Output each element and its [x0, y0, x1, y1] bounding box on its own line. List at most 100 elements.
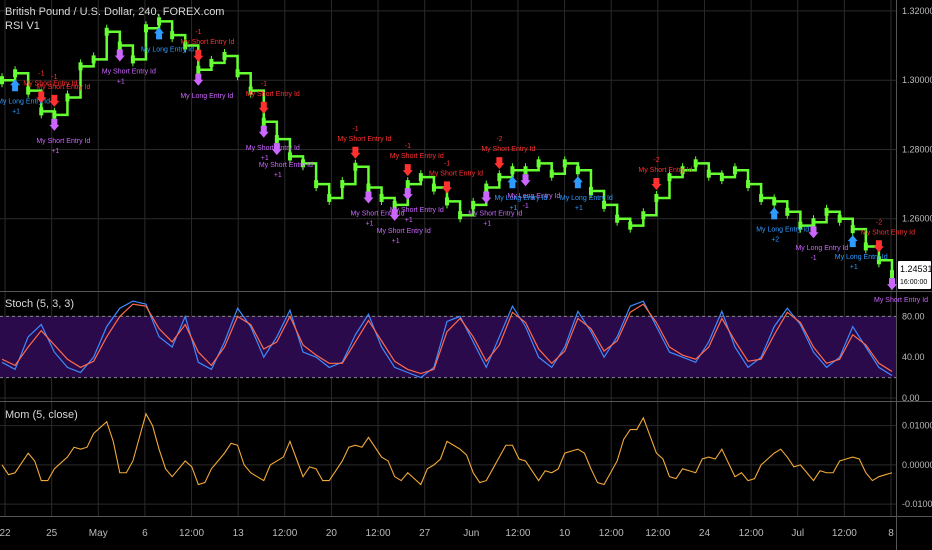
- stoch-k-line: [1, 300, 893, 379]
- price-axis-tick: 1.30000: [902, 75, 932, 85]
- exit-arrow: [481, 191, 492, 204]
- exit-arrow: [114, 49, 125, 62]
- signal-label: My Short Entry Id: [246, 91, 300, 98]
- price-pane[interactable]: [0, 0, 896, 290]
- momentum-title: Mom (5, close): [5, 409, 78, 421]
- strategy-name: RSI V1: [5, 20, 40, 32]
- signal-label: My Short Entry Id: [377, 228, 431, 235]
- signal-label: My Short Entry Id: [23, 80, 77, 87]
- signal-label: My Short Entry Id: [861, 229, 915, 236]
- signal-label: My Short Entry Id: [468, 211, 522, 218]
- exit-arrow: [389, 208, 400, 221]
- short-arrow: [193, 49, 204, 62]
- signal-label: My Short Entry Id: [102, 69, 156, 76]
- signal-label: My Short Entry Id: [390, 207, 444, 214]
- signal-label: My Short Entry Id: [638, 167, 692, 174]
- signal-label: My Short Entry Id: [481, 146, 535, 153]
- long-arrow: [572, 176, 583, 189]
- signal-qty: +1: [405, 217, 413, 224]
- time-axis-tick: 8: [888, 528, 894, 539]
- last-price-time: 16:00:00: [900, 279, 927, 286]
- signal-label: My Long Entry Id: [756, 226, 809, 233]
- signal-label: My Short Entry Id: [350, 211, 404, 218]
- long-arrow: [10, 79, 21, 92]
- exit-arrow: [193, 73, 204, 86]
- signal-qty: -1: [444, 160, 450, 167]
- momentum-axis-tick: 0.01000: [902, 421, 932, 431]
- signal-label: My Short Entry Id: [390, 153, 444, 160]
- signal-label: My Long Entry Id: [508, 193, 561, 200]
- signal-label: My Short Entry Id: [36, 84, 90, 91]
- signal-qty: +1: [392, 238, 400, 245]
- time-axis-tick: 12:00: [272, 528, 297, 539]
- signal-qty: +1: [12, 108, 20, 115]
- time-axis-tick: 12:00: [832, 528, 857, 539]
- signal-label: My Long Entry Id: [795, 245, 848, 252]
- exit-arrow: [271, 143, 282, 156]
- time-axis-tick: 12:00: [645, 528, 670, 539]
- short-arrow: [442, 181, 452, 194]
- time-axis-tick: 27: [419, 528, 431, 539]
- signal-qty: -1: [38, 70, 44, 77]
- signal-label: My Short Entry Id: [36, 138, 90, 145]
- price-axis-tick: 1.32000: [902, 6, 932, 16]
- symbol-title: British Pound / U.S. Dollar, 240, FOREX.…: [5, 6, 224, 18]
- short-arrow: [258, 101, 269, 114]
- signal-qty: +1: [274, 172, 282, 179]
- short-arrow: [36, 91, 47, 104]
- stoch-band: [0, 316, 896, 378]
- long-arrow: [769, 207, 780, 220]
- time-axis-tick: Jun: [463, 528, 479, 539]
- time-axis-tick: 6: [142, 528, 148, 539]
- exit-arrow: [520, 174, 531, 187]
- time-axis-tick: May: [89, 528, 108, 539]
- signal-label: My Short Entry Id: [180, 39, 234, 46]
- signal-qty: +1: [483, 221, 491, 228]
- signal-label: My Short Entry Id: [429, 170, 483, 177]
- price-axis[interactable]: 1.32000 1.30000 1.28000 1.26000 80.00 40.00 0.…: [902, 6, 932, 509]
- signal-label: My Short Entry Id: [337, 136, 391, 143]
- short-arrow: [350, 146, 361, 159]
- signal-qty: -1: [523, 203, 529, 210]
- signal-qty: +1: [51, 148, 59, 155]
- time-axis-tick: 12:00: [599, 528, 624, 539]
- signal-qty: -2: [496, 136, 502, 143]
- exit-arrow: [49, 118, 60, 131]
- time-axis-tick: 12:00: [739, 528, 764, 539]
- short-arrow: [402, 164, 413, 177]
- stoch-title: Stoch (5, 3, 3): [5, 298, 74, 310]
- signal-qty: +2: [771, 236, 779, 243]
- signal-label: My Long Entry Id: [141, 46, 194, 53]
- time-axis-tick: 12:00: [505, 528, 530, 539]
- short-arrow: [494, 157, 505, 170]
- signal-qty: -1: [405, 143, 411, 150]
- exit-arrow: [258, 125, 269, 138]
- short-arrow: [873, 240, 884, 253]
- momentum-axis-tick: 0.00000: [902, 460, 932, 470]
- signal-qty: -1: [352, 126, 358, 133]
- last-price-badge: [898, 261, 931, 289]
- momentum-series: [1, 412, 893, 486]
- signal-qty: -1: [51, 74, 57, 81]
- time-axis-tick: 12:00: [179, 528, 204, 539]
- price-axis-tick: 1.26000: [902, 214, 932, 224]
- momentum-axis-tick: -0.01000: [902, 499, 932, 509]
- stoch-axis-tick: 40.00: [902, 352, 925, 362]
- exit-arrow: [402, 188, 413, 201]
- signal-qty: -2: [653, 157, 659, 164]
- signal-qty: -1: [195, 29, 201, 36]
- signal-qty: -1: [261, 81, 267, 88]
- signal-label: My Long Entry Id: [180, 93, 233, 100]
- short-arrow: [651, 177, 662, 190]
- signal-label: My Short Entry Id: [246, 145, 300, 152]
- momentum-pane[interactable]: [0, 403, 896, 515]
- strategy-signals: My Short Entry Id-1My Short Entry Id-1My…: [0, 27, 928, 304]
- exit-arrow: [363, 191, 374, 204]
- signal-label: My Long Entry Id: [494, 195, 547, 202]
- signal-qty: +1: [575, 205, 583, 212]
- time-axis[interactable]: 22 25 May 6 12:00 13 12:00 20 12:00 27 Jun 12:00 10 1…: [0, 528, 894, 539]
- signal-qty: -1: [810, 255, 816, 262]
- time-axis-tick: 22: [0, 528, 11, 539]
- last-price-value: 1.24531: [900, 264, 932, 274]
